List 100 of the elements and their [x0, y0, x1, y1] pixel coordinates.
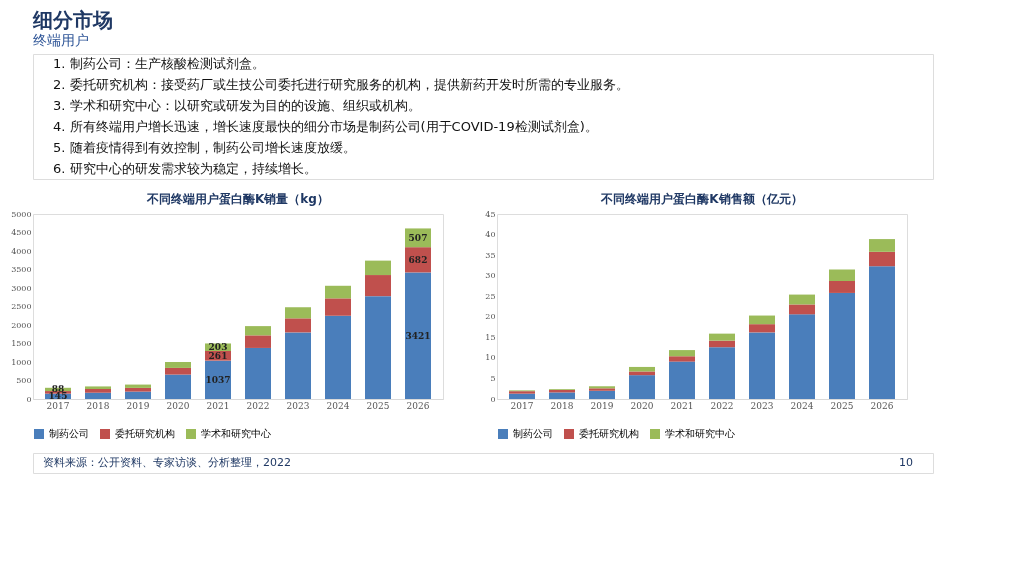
x-tick-label: 2021 — [670, 400, 694, 411]
text: 1. 制药公司：生产核酸检测试剂盒。 — [53, 56, 265, 72]
bar — [869, 239, 895, 252]
x-tick-label: 2020 — [166, 400, 190, 411]
bar — [405, 272, 431, 399]
text: 终端用户 — [33, 32, 89, 48]
bar — [285, 332, 311, 399]
x-tick-label: 2024 — [326, 400, 350, 411]
x-tick-label: 2025 — [830, 400, 854, 411]
bar — [629, 371, 655, 376]
x-tick-label: 2018 — [550, 400, 574, 411]
data-label: 261 — [208, 350, 228, 361]
y-tick-label: 1500 — [11, 339, 32, 348]
bar — [245, 347, 271, 399]
bar — [669, 356, 695, 362]
y-tick-label: 35 — [485, 250, 496, 260]
bar — [829, 292, 855, 399]
y-tick-label: 45 — [485, 209, 496, 219]
y-tick-label: 5 — [490, 373, 496, 383]
bar — [365, 260, 391, 276]
bar — [285, 307, 311, 319]
bar — [125, 384, 151, 388]
bar — [749, 332, 775, 399]
bar — [165, 362, 191, 368]
bar — [365, 275, 391, 297]
x-tick-label: 2017 — [510, 400, 534, 411]
text: 细分市场 — [32, 8, 113, 32]
x-tick-label: 2017 — [46, 400, 70, 411]
text: 2. 委托研究机构：接受药厂或生技公司委托进行研究服务的机构，提供新药开发时所需的专业服务。 — [53, 77, 629, 93]
y-tick-label: 4000 — [11, 246, 32, 256]
x-tick-label: 2022 — [246, 400, 270, 411]
y-tick-label: 5000 — [11, 209, 32, 219]
y-tick-label: 2000 — [11, 320, 32, 330]
x-tick-label: 2026 — [406, 400, 430, 411]
y-tick-label: 500 — [16, 376, 32, 385]
bar — [669, 350, 695, 357]
y-tick-label: 0 — [490, 394, 496, 404]
x-tick-label: 2019 — [126, 400, 150, 411]
y-tick-label: 0 — [26, 394, 32, 404]
bar — [749, 324, 775, 333]
x-tick-label: 2024 — [790, 400, 814, 411]
legend-label: 制药公司 — [513, 428, 553, 439]
chart-title: 不同终端用户蛋白酶K销售额（亿元） — [600, 192, 803, 206]
data-label: 203 — [208, 342, 228, 353]
bar — [789, 314, 815, 399]
x-tick-label: 2022 — [710, 400, 734, 411]
x-tick-label: 2019 — [590, 400, 614, 411]
bar — [629, 375, 655, 399]
bar — [749, 315, 775, 325]
legend-label: 学术和研究中心 — [665, 428, 735, 439]
bar — [325, 298, 351, 316]
legend-label: 委托研究机构 — [115, 428, 175, 439]
x-tick-label: 2018 — [86, 400, 110, 411]
bar — [789, 294, 815, 305]
bar — [669, 361, 695, 399]
bar — [829, 281, 855, 293]
y-tick-label: 10 — [485, 353, 496, 363]
bar — [589, 390, 615, 399]
x-tick-label: 2026 — [870, 400, 894, 411]
bar — [85, 392, 111, 399]
bar — [509, 393, 535, 399]
chart-title: 不同终端用户蛋白酶K销量（kg） — [146, 192, 329, 206]
text: 3. 学术和研究中心：以研究或研发为目的的设施、组织或机构。 — [53, 98, 421, 114]
text: 资料来源：公开资料、专家访谈、分析整理，2022 — [43, 456, 291, 469]
bar — [245, 335, 271, 348]
legend-label: 委托研究机构 — [579, 428, 639, 439]
text: 4. 所有终端用户增长迅速，增长速度最快的细分市场是制药公司(用于COVID-19检测试剂盒)。 — [53, 118, 598, 134]
bar — [245, 326, 271, 336]
y-tick-label: 25 — [485, 291, 496, 301]
bar — [165, 374, 191, 399]
bar — [285, 318, 311, 333]
text: 10 — [899, 456, 913, 469]
bar — [829, 269, 855, 282]
data-label: 682 — [408, 254, 428, 265]
y-tick-label: 40 — [485, 230, 496, 240]
legend-label: 制药公司 — [49, 428, 89, 439]
y-tick-label: 20 — [485, 312, 496, 322]
x-tick-label: 2021 — [206, 400, 230, 411]
bar — [869, 251, 895, 267]
bar — [365, 296, 391, 399]
y-tick-label: 2500 — [11, 302, 32, 311]
bar — [125, 391, 151, 399]
y-tick-label: 30 — [485, 271, 496, 281]
bar — [869, 266, 895, 399]
x-tick-label: 2020 — [630, 400, 654, 411]
bar — [125, 387, 151, 392]
bar — [789, 304, 815, 315]
y-tick-label: 1000 — [11, 357, 32, 367]
bar — [549, 392, 575, 399]
bar — [325, 285, 351, 299]
y-tick-label: 3500 — [11, 265, 32, 274]
bar — [325, 315, 351, 399]
bar — [709, 340, 735, 348]
text: 5. 随着疫情得到有效控制，制药公司增长速度放缓。 — [53, 139, 356, 155]
data-label: 507 — [408, 232, 428, 243]
y-tick-label: 4500 — [11, 228, 32, 237]
x-tick-label: 2023 — [286, 400, 310, 411]
bar — [709, 347, 735, 399]
bar — [709, 333, 735, 341]
text: 6. 研究中心的研发需求较为稳定，持续增长。 — [53, 160, 317, 176]
